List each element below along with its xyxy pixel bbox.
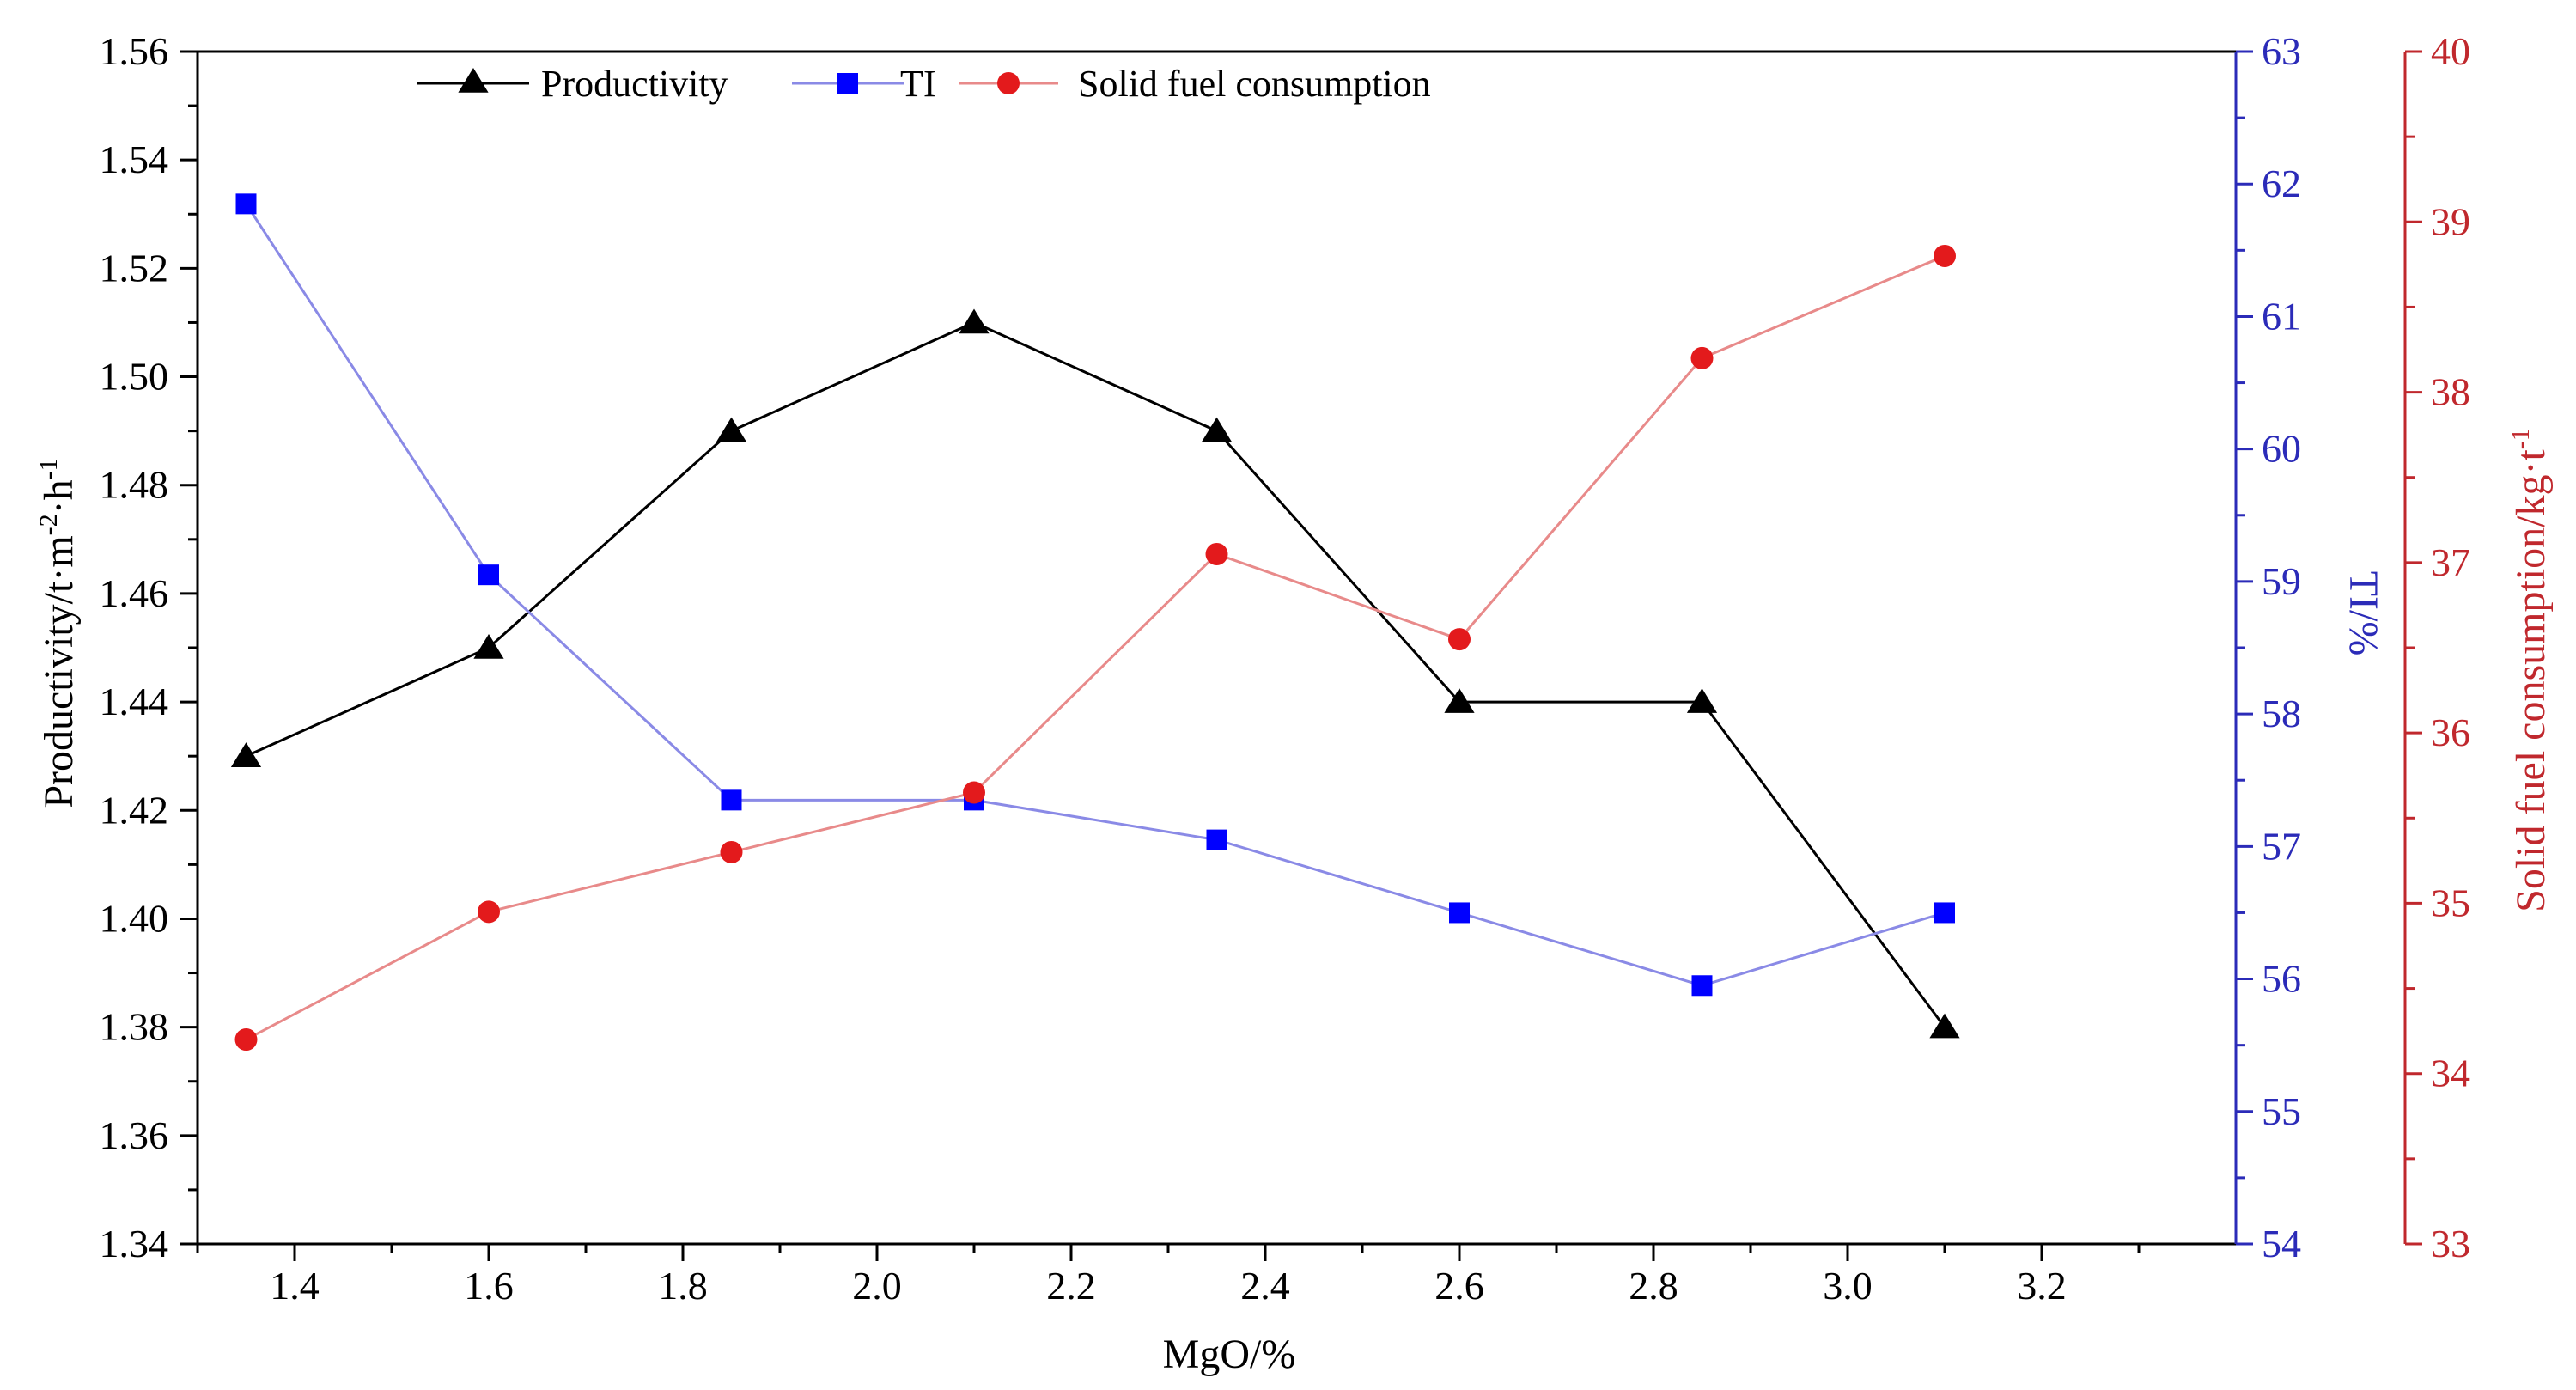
legend-ti-marker bbox=[837, 73, 858, 94]
productivity-point bbox=[1201, 417, 1233, 442]
ti-tick-label: 60 bbox=[2262, 427, 2301, 471]
x-tick-label: 2.4 bbox=[1240, 1264, 1290, 1308]
ti-tick-label: 57 bbox=[2262, 824, 2301, 868]
left-tick-label: 1.44 bbox=[100, 680, 169, 723]
fuel-point bbox=[1448, 628, 1471, 651]
ti-tick-label: 54 bbox=[2262, 1222, 2301, 1265]
ti-point bbox=[1206, 829, 1227, 850]
fuel-tick-label: 35 bbox=[2431, 881, 2470, 924]
productivity-point bbox=[1929, 1013, 1960, 1039]
legend: Productivity TI Solid fuel consumption bbox=[417, 63, 1431, 105]
productivity-point bbox=[716, 417, 747, 442]
ti-series-line bbox=[245, 203, 1946, 987]
left-tick-label: 1.42 bbox=[100, 788, 169, 832]
fuel-tick-label: 33 bbox=[2431, 1222, 2470, 1265]
fuel-point bbox=[478, 900, 500, 924]
left-tick-label: 1.56 bbox=[100, 29, 169, 73]
ti-point bbox=[1691, 975, 1713, 997]
x-tick-label: 3.2 bbox=[2017, 1264, 2067, 1308]
fuel-point bbox=[963, 781, 985, 804]
left-tick-label: 1.48 bbox=[100, 463, 169, 507]
fuel-series-line bbox=[245, 254, 1946, 1041]
x-tick-label: 2.2 bbox=[1046, 1264, 1096, 1308]
ti-point bbox=[1934, 902, 1955, 924]
fuel-axis-label: Solid fuel consumption/kg·t-1 bbox=[2506, 428, 2554, 912]
fuel-tick-label: 38 bbox=[2431, 370, 2470, 414]
left-tick-label: 1.38 bbox=[100, 1005, 169, 1049]
left-axis-label: Productivity/t·m-2·h-1 bbox=[34, 458, 82, 808]
fuel-tick-label: 36 bbox=[2431, 710, 2470, 754]
fuel-point bbox=[1205, 542, 1228, 565]
x-tick-label: 2.6 bbox=[1434, 1264, 1484, 1308]
productivity-point bbox=[1444, 688, 1475, 713]
x-axis-label: MgO/% bbox=[1163, 1332, 1296, 1377]
ti-tick-label: 63 bbox=[2262, 29, 2301, 73]
ti-tick-label: 61 bbox=[2262, 294, 2301, 338]
legend-fuel-label: Solid fuel consumption bbox=[1078, 63, 1431, 105]
fuel-tick-label: 40 bbox=[2431, 29, 2470, 73]
fuel-point bbox=[1690, 346, 1714, 369]
ti-tick-label: 59 bbox=[2262, 559, 2301, 603]
ti-axis-label: TI/% bbox=[2341, 571, 2386, 656]
fuel-tick-label: 34 bbox=[2431, 1052, 2470, 1095]
fuel-point bbox=[234, 1028, 258, 1052]
ti-point bbox=[478, 564, 499, 586]
ti-tick-label: 56 bbox=[2262, 957, 2301, 1001]
ti-point bbox=[721, 789, 742, 811]
left-tick-label: 1.36 bbox=[100, 1113, 169, 1157]
left-tick-label: 1.34 bbox=[100, 1222, 169, 1265]
fuel-point bbox=[1934, 244, 1956, 267]
fuel-tick-label: 37 bbox=[2431, 540, 2470, 584]
left-tick-label: 1.46 bbox=[100, 571, 169, 615]
productivity-point bbox=[473, 634, 504, 659]
ti-tick-label: 58 bbox=[2262, 692, 2301, 735]
left-tick-label: 1.40 bbox=[100, 896, 169, 940]
ti-tick-label: 55 bbox=[2262, 1089, 2301, 1133]
x-tick-label: 3.0 bbox=[1823, 1264, 1873, 1308]
series-layer bbox=[230, 193, 1960, 1052]
ti-tick-label: 62 bbox=[2262, 162, 2301, 205]
left-tick-label: 1.54 bbox=[100, 137, 169, 181]
x-tick-label: 1.4 bbox=[270, 1264, 320, 1308]
legend-fuel-marker bbox=[997, 72, 1020, 94]
x-tick-label: 1.8 bbox=[658, 1264, 708, 1308]
left-tick-label: 1.52 bbox=[100, 246, 169, 290]
legend-ti-label: TI bbox=[900, 63, 936, 105]
fuel-point bbox=[720, 840, 743, 863]
legend-productivity-marker bbox=[458, 68, 489, 93]
x-tick-label: 2.0 bbox=[852, 1264, 902, 1308]
ti-point bbox=[1449, 902, 1470, 924]
left-tick-label: 1.50 bbox=[100, 355, 169, 399]
fuel-tick-label: 39 bbox=[2431, 199, 2470, 243]
axes-layer: 1.4 1.6 1.8 2.0 2.2 2.4 2.6 2.8 3.0 3.2 1.34 1.36 1.… bbox=[100, 29, 2471, 1308]
ti-point bbox=[235, 193, 257, 215]
x-tick-label: 2.8 bbox=[1629, 1264, 1678, 1308]
productivity-point bbox=[959, 308, 990, 334]
productivity-point bbox=[230, 742, 262, 767]
productivity-point bbox=[1686, 688, 1718, 713]
legend-productivity-label: Productivity bbox=[541, 63, 728, 105]
x-tick-label: 1.6 bbox=[464, 1264, 514, 1308]
